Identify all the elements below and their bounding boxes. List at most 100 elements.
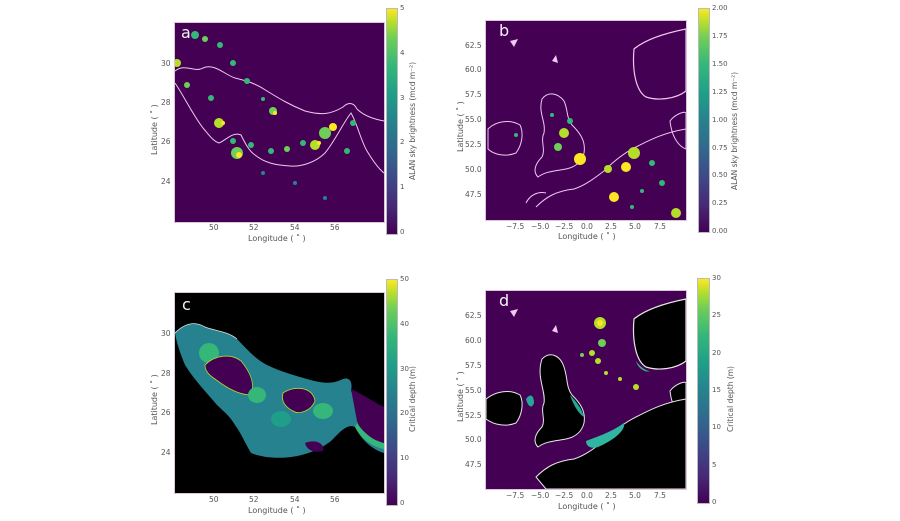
ytick-b-47.5: 47.5: [465, 190, 482, 199]
panel-letter-c: c: [182, 295, 191, 314]
cbar-c-tick-30: 30: [400, 365, 409, 373]
ytick-c-28: 28: [161, 369, 171, 378]
map-d-critical-depth-north-sea: d: [485, 290, 687, 490]
cbar-a-tick-5: 5: [400, 4, 405, 12]
ytick-c-30: 30: [161, 329, 171, 338]
cbar-b-tick-2: 0.50: [712, 171, 728, 179]
colorbar-c: [386, 279, 398, 506]
cbar-d-tick-15: 15: [712, 386, 721, 394]
ytick-d-52.5: 52.5: [465, 411, 482, 420]
ytick-d-57.5: 57.5: [465, 361, 482, 370]
xtick-b--7.5: −7.5: [506, 222, 525, 231]
cbar-d-tick-20: 20: [712, 349, 721, 357]
cbar-b-tick-3: 0.75: [712, 144, 728, 152]
xlabel-c: Longitude ( ˚ ): [248, 506, 306, 515]
ytick-b-52.5: 52.5: [465, 140, 482, 149]
xtick-b--2.5: −2.5: [555, 222, 574, 231]
map-b-alan-north-sea: b: [485, 20, 687, 221]
xtick-d--2.5: −2.5: [555, 491, 574, 500]
cbar-b-tick-4: 1.00: [712, 116, 728, 124]
cbar-a-tick-0: 0: [400, 228, 405, 236]
xlabel-b: Longitude ( ˚ ): [558, 232, 616, 241]
cbar-b-tick-0: 0.00: [712, 227, 728, 235]
cbar-a-tick-1: 1: [400, 183, 405, 191]
ytick-b-57.5: 57.5: [465, 90, 482, 99]
cbar-c-tick-50: 50: [400, 275, 409, 283]
ylabel-c: Latitude ( ˚ ): [150, 374, 159, 425]
xtick-c-56: 56: [330, 495, 340, 504]
map-d-graphic: [486, 298, 686, 489]
cbar-d-tick-0: 0: [712, 498, 717, 506]
ylabel-b: Latitude ( ˚ ): [456, 101, 465, 152]
cbar-c-tick-0: 0: [400, 499, 405, 507]
xtick-d-0.0: 0.0: [581, 491, 593, 500]
xtick-b-2.5: 2.5: [605, 222, 617, 231]
xlabel-d: Longitude ( ˚ ): [558, 502, 616, 511]
cbar-d-tick-30: 30: [712, 274, 721, 282]
map-a-graphic: [175, 31, 384, 200]
xtick-a-52: 52: [249, 223, 259, 232]
xtick-a-54: 54: [290, 223, 300, 232]
cbar-a-tick-4: 4: [400, 49, 405, 57]
colorbar-a: [386, 8, 398, 235]
map-b-graphic: [487, 28, 686, 218]
ytick-b-55.0: 55.0: [465, 115, 482, 124]
ytick-a-28: 28: [161, 98, 171, 107]
ytick-d-60.0: 60.0: [465, 336, 482, 345]
xtick-b-7.5: 7.5: [654, 222, 666, 231]
xtick-c-52: 52: [249, 495, 259, 504]
xtick-d-5.0: 5.0: [629, 491, 641, 500]
cbar-a-label: ALAN sky brightness (mcd m⁻²): [408, 61, 417, 180]
panel-letter-d: d: [499, 291, 510, 310]
xtick-d--7.5: −7.5: [506, 491, 525, 500]
map-a-alan-persian-gulf: a: [174, 22, 385, 223]
panel-letter-a: a: [181, 23, 191, 42]
xtick-c-54: 54: [290, 495, 300, 504]
xtick-c-50: 50: [209, 495, 219, 504]
map-c-critical-depth-persian-gulf: c: [174, 292, 385, 494]
cbar-b-tick-5: 1.25: [712, 88, 728, 96]
cbar-c-tick-40: 40: [400, 320, 409, 328]
xtick-a-50: 50: [209, 223, 219, 232]
ytick-a-24: 24: [161, 177, 171, 186]
cbar-c-tick-20: 20: [400, 409, 409, 417]
xtick-d-2.5: 2.5: [605, 491, 617, 500]
xtick-b-5.0: 5.0: [629, 222, 641, 231]
cbar-a-tick-3: 3: [400, 94, 405, 102]
ytick-d-62.5: 62.5: [465, 311, 482, 320]
ylabel-d: Latitude ( ˚ ): [456, 371, 465, 422]
cbar-d-label: Critical depth (m): [726, 366, 735, 432]
ytick-c-26: 26: [161, 408, 171, 417]
ytick-d-55.0: 55.0: [465, 386, 482, 395]
ytick-b-50.0: 50.0: [465, 165, 482, 174]
cbar-a-tick-2: 2: [400, 138, 405, 146]
ytick-d-47.5: 47.5: [465, 460, 482, 469]
ytick-d-50.0: 50.0: [465, 435, 482, 444]
ytick-a-30: 30: [161, 59, 171, 68]
cbar-b-tick-1: 0.25: [712, 199, 728, 207]
panel-letter-b: b: [499, 21, 510, 40]
ylabel-a: Latitude ( ˚ ): [150, 104, 159, 155]
colorbar-b: [698, 8, 710, 233]
cbar-d-tick-25: 25: [712, 311, 721, 319]
xlabel-a: Longitude ( ˚ ): [248, 234, 306, 243]
cbar-c-label: Critical depth (m): [408, 366, 417, 432]
map-c-graphic: [175, 323, 384, 458]
ytick-b-60.0: 60.0: [465, 65, 482, 74]
xtick-b-0.0: 0.0: [581, 222, 593, 231]
ytick-c-24: 24: [161, 448, 171, 457]
cbar-b-tick-8: 2.00: [712, 4, 728, 12]
cbar-c-tick-10: 10: [400, 454, 409, 462]
xtick-b--5.0: −5.0: [531, 222, 550, 231]
xtick-d-7.5: 7.5: [654, 491, 666, 500]
colorbar-d: [697, 278, 710, 504]
xtick-d--5.0: −5.0: [531, 491, 550, 500]
ytick-b-62.5: 62.5: [465, 41, 482, 50]
cbar-b-tick-7: 1.75: [712, 32, 728, 40]
cbar-d-tick-5: 5: [712, 461, 717, 469]
xtick-a-56: 56: [330, 223, 340, 232]
cbar-b-label: ALAN sky brightness (mcd m⁻²): [730, 71, 739, 190]
cbar-d-tick-10: 10: [712, 423, 721, 431]
ytick-a-26: 26: [161, 137, 171, 146]
cbar-b-tick-6: 1.50: [712, 60, 728, 68]
